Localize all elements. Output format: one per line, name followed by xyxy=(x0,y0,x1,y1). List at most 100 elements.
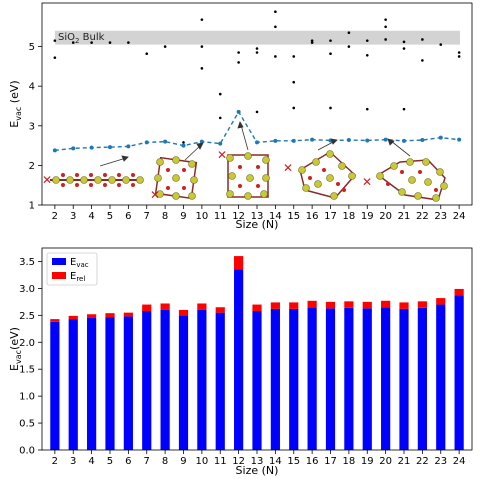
top-y-tick-label: 1 xyxy=(29,201,35,212)
higher-state-point xyxy=(53,56,57,59)
bar-evac xyxy=(234,269,244,450)
svg-text:✕: ✕ xyxy=(283,161,293,175)
top-lowest-points xyxy=(52,109,462,153)
bottom-y-tick-label: 3.5 xyxy=(19,257,35,268)
higher-state-point xyxy=(329,52,332,55)
top-x-tick-label: 17 xyxy=(324,211,337,222)
bar-erel xyxy=(344,301,354,308)
structure-chain: ✕ xyxy=(42,173,144,187)
higher-state-point xyxy=(255,51,259,54)
lowest-state-point xyxy=(255,140,259,145)
bottom-x-tick-label: 22 xyxy=(416,456,429,467)
bottom-x-tick-label: 9 xyxy=(180,456,186,467)
top-x-tick-label: 23 xyxy=(434,211,447,222)
higher-state-point xyxy=(329,106,332,110)
higher-state-point xyxy=(255,47,259,50)
top-x-tick-label: 12 xyxy=(232,211,245,222)
bar-erel xyxy=(362,301,372,309)
higher-state-point xyxy=(274,25,277,29)
bottom-x-tick-label: 13 xyxy=(251,456,264,467)
bar-erel xyxy=(417,301,427,308)
bar-evac xyxy=(307,307,317,450)
top-x-tick-label: 9 xyxy=(180,211,186,222)
bar-erel xyxy=(252,304,262,312)
bar-evac xyxy=(325,308,336,450)
bar-evac xyxy=(160,309,170,450)
higher-state-point xyxy=(255,110,259,114)
bar-erel xyxy=(289,302,299,309)
bar-erel xyxy=(325,301,336,309)
bar-erel xyxy=(215,307,225,313)
bottom-x-tick-label: 16 xyxy=(306,456,319,467)
bottom-x-tick-label: 5 xyxy=(107,456,113,467)
top-x-tick-label: 20 xyxy=(379,211,392,222)
higher-state-point xyxy=(365,107,369,111)
legend-label-evac: Evac xyxy=(70,257,89,269)
bottom-x-tick-label: 10 xyxy=(196,456,209,467)
bottom-y-tick-label: 0.0 xyxy=(19,446,35,457)
bar-evac xyxy=(87,318,97,450)
top-x-tick-label: 18 xyxy=(343,211,356,222)
top-bulk-band xyxy=(55,30,460,45)
bar-erel xyxy=(234,256,244,270)
higher-state-point xyxy=(347,45,351,48)
bar-erel xyxy=(197,303,207,310)
higher-state-point xyxy=(200,45,204,48)
svg-text:✕: ✕ xyxy=(362,175,372,189)
bottom-y-tick-label: 0.5 xyxy=(19,419,35,430)
top-x-tick-label: 24 xyxy=(453,211,466,222)
bar-evac xyxy=(270,308,280,450)
bar-erel xyxy=(307,300,317,308)
legend-swatch-erel xyxy=(52,272,66,279)
bar-evac xyxy=(454,295,464,450)
bar-erel xyxy=(178,309,189,316)
bar-evac xyxy=(197,309,207,450)
structure-cage-b: ✕ xyxy=(217,148,270,200)
top-chart: SiO2 Bulk ✕ xyxy=(8,2,473,231)
structure-cage-a: ✕ xyxy=(150,156,198,202)
lowest-state-point xyxy=(438,135,443,140)
bottom-x-tick-label: 17 xyxy=(324,456,337,467)
bar-evac xyxy=(289,308,299,450)
top-lowest-line xyxy=(54,110,460,152)
bottom-x-tick-label: 12 xyxy=(232,456,245,467)
bar-erel xyxy=(436,298,446,305)
bar-erel xyxy=(399,302,409,309)
higher-state-point xyxy=(108,41,112,44)
bar-evac xyxy=(68,319,78,450)
bottom-x-tick-label: 11 xyxy=(214,456,227,467)
structure-cage-d: ✕ xyxy=(362,158,448,202)
higher-state-point xyxy=(457,55,461,58)
higher-state-point xyxy=(402,40,406,44)
cluster-structures: ✕ ✕ xyxy=(42,121,448,202)
bar-evac xyxy=(50,321,60,450)
top-y-label: Evac (eV) xyxy=(8,80,23,127)
lowest-state-point xyxy=(181,143,186,148)
higher-state-point xyxy=(384,25,387,29)
svg-text:✕: ✕ xyxy=(217,148,227,162)
bottom-y-label: Evac(eV) xyxy=(8,327,23,371)
bar-erel xyxy=(142,304,152,312)
top-x-tick-label: 8 xyxy=(162,211,168,222)
bottom-chart: 0.00.51.01.52.02.53.03.5 2 3 4 5 6 7 8 9 10 11 12 1… xyxy=(8,247,473,477)
higher-state-point xyxy=(310,39,314,42)
bar-erel xyxy=(105,313,115,318)
structure-cage-c: ✕ xyxy=(283,150,357,200)
top-x-tick-label: 11 xyxy=(214,211,227,222)
bar-evac xyxy=(123,316,133,450)
top-higher-states xyxy=(53,10,461,147)
bottom-x-tick-label: 14 xyxy=(269,456,282,467)
bar-evac xyxy=(178,315,189,450)
bottom-y-ticks: 0.0 0.5 1.0 1.5 2.0 2.5 3.0 3.5 xyxy=(19,257,42,457)
higher-state-point xyxy=(384,18,387,21)
bottom-x-tick-label: 2 xyxy=(52,456,58,467)
higher-state-point xyxy=(329,39,332,42)
top-x-tick-label: 2 xyxy=(52,211,58,222)
higher-state-point xyxy=(163,45,167,48)
bar-evac xyxy=(417,307,427,450)
lowest-state-point xyxy=(291,138,296,143)
bar-erel xyxy=(87,314,97,319)
bottom-x-tick-label: 23 xyxy=(434,456,447,467)
lowest-state-point xyxy=(365,138,370,143)
